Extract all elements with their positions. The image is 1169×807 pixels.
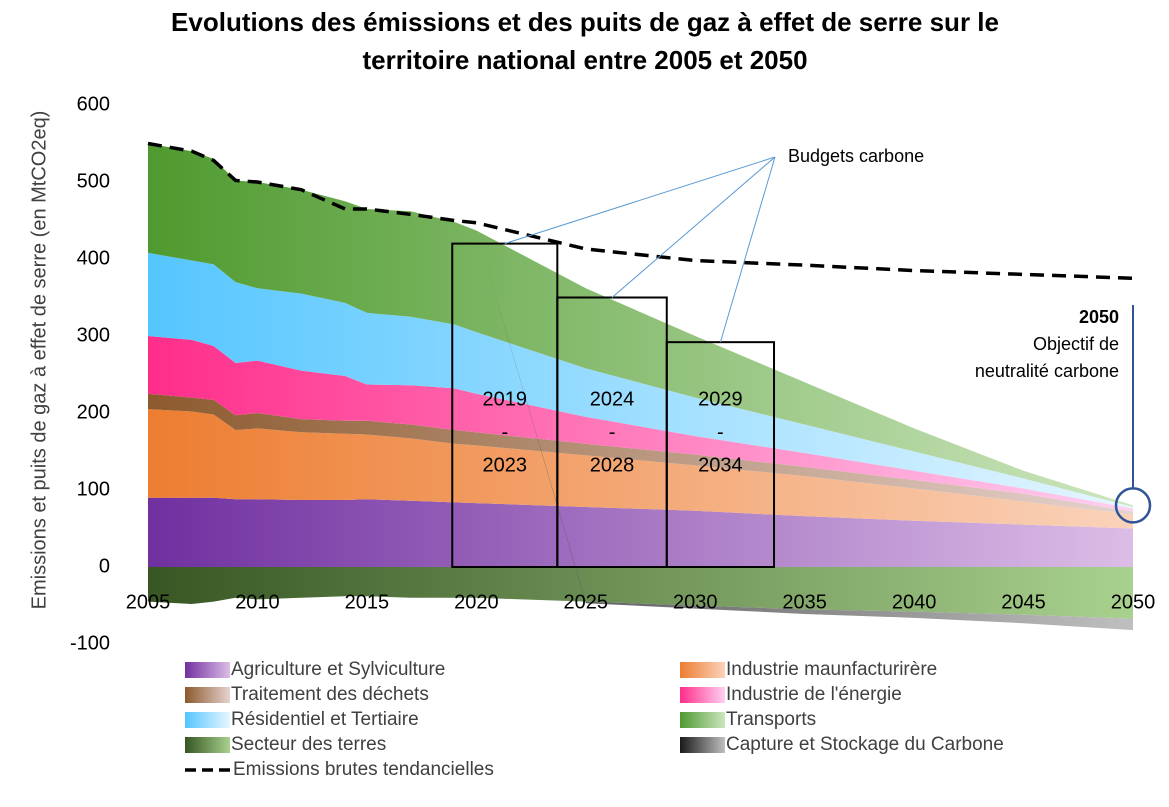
x-tick-label: 2020: [454, 591, 499, 613]
area: [148, 497, 1133, 567]
y-tick-label: 0: [99, 555, 110, 577]
x-tick-label: 2025: [564, 591, 609, 613]
legend-swatch: [185, 687, 230, 703]
budget-label: 2019: [483, 388, 528, 410]
legend-label: Résidentiel et Tertiaire: [231, 709, 419, 730]
legend-swatch: [185, 662, 230, 678]
x-tick-label: 2045: [1001, 591, 1046, 613]
y-tick-label: 600: [77, 93, 110, 115]
legend-swatch: [185, 712, 230, 728]
area: [148, 393, 1133, 515]
chart-title: territoire national entre 2005 et 2050: [362, 45, 807, 75]
legend-label: Transports: [726, 709, 816, 730]
budget-label: 2034: [698, 454, 743, 476]
legend-label: Emissions brutes tendancielles: [233, 759, 494, 780]
legend-label: Industrie maunfacturirère: [726, 659, 937, 680]
annotation: neutralité carbone: [975, 361, 1119, 381]
x-tick-label: 2005: [126, 591, 171, 613]
legend-swatch: [680, 737, 725, 753]
legend-swatch: [185, 737, 230, 753]
annotation: Budgets carbone: [788, 146, 924, 166]
y-tick-label: 100: [77, 478, 110, 500]
legend-swatch: [680, 662, 725, 678]
leader-line: [611, 156, 776, 298]
legend-label: Industrie de l'énergie: [726, 684, 902, 705]
x-tick-label: 2015: [345, 591, 390, 613]
legend-label: Agriculture et Sylviculture: [231, 659, 445, 680]
x-tick-label: 2035: [782, 591, 827, 613]
budget-label: 2024: [590, 388, 635, 410]
area: [148, 252, 1133, 509]
budget-label: -: [501, 421, 508, 443]
chart-title: Evolutions des émissions et des puits de…: [171, 7, 999, 37]
area: [148, 336, 1133, 512]
budget-label: 2029: [698, 388, 743, 410]
budget-box: [665, 341, 776, 568]
leader-line: [719, 156, 776, 343]
y-tick-label: 400: [77, 247, 110, 269]
y-tick-label: 300: [77, 324, 110, 346]
budget-label: 2028: [590, 454, 635, 476]
target-marker: [1114, 487, 1152, 524]
x-tick-label: 2050: [1111, 591, 1156, 613]
trend-line: [147, 141, 1134, 280]
annotation: 2050: [1079, 307, 1119, 327]
area: [148, 409, 1133, 529]
legend-swatch: [680, 712, 725, 728]
y-tick-label: -100: [70, 632, 110, 654]
legend-label: Traitement des déchets: [231, 684, 429, 705]
legend-label: Capture et Stockage du Carbone: [726, 734, 1004, 755]
legend-swatch: [680, 687, 725, 703]
leader-line: [504, 156, 776, 245]
x-tick-label: 2040: [892, 591, 937, 613]
y-axis-label: Emissions et puits de gaz à effet de ser…: [28, 111, 50, 610]
x-tick-label: 2010: [235, 591, 280, 613]
x-tick-label: 2030: [673, 591, 718, 613]
y-tick-label: 200: [77, 401, 110, 423]
budget-label: 2023: [483, 454, 528, 476]
budget-label: -: [717, 421, 724, 443]
area: [148, 567, 1133, 619]
budget-label: -: [609, 421, 616, 443]
annotation: Objectif de: [1033, 334, 1119, 354]
area: [148, 143, 1133, 507]
legend-label: Secteur des terres: [231, 734, 386, 755]
y-tick-label: 500: [77, 170, 110, 192]
